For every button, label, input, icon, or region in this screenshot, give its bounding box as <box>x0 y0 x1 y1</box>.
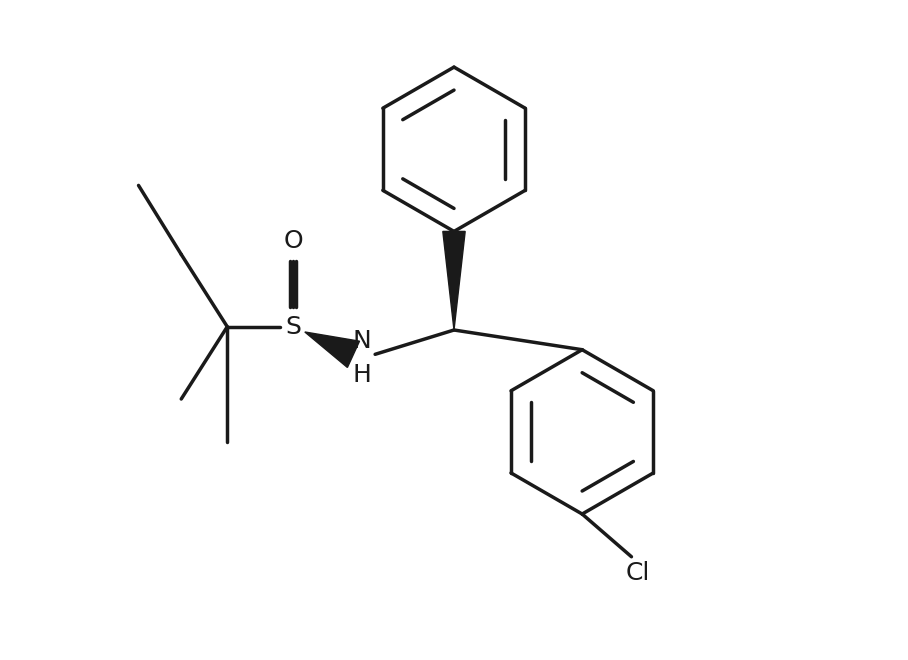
Polygon shape <box>305 332 360 368</box>
Text: Cl: Cl <box>626 561 650 585</box>
Text: N: N <box>352 329 371 353</box>
Text: O: O <box>283 229 302 253</box>
Polygon shape <box>443 232 465 330</box>
Text: H: H <box>352 363 371 387</box>
Text: S: S <box>285 315 301 339</box>
